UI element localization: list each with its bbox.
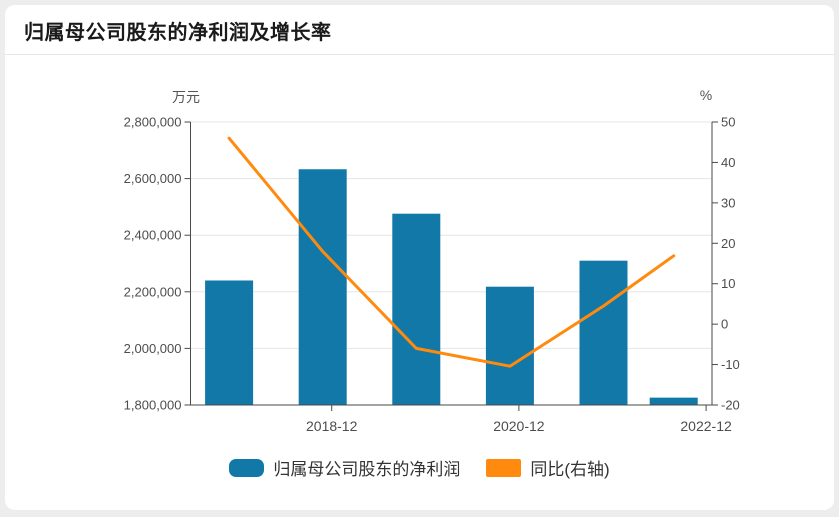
legend-label-net-profit: 归属母公司股东的净利润	[273, 460, 461, 479]
legend-item-net-profit[interactable]: 归属母公司股东的净利润	[229, 455, 460, 480]
y-axis-right-tick-label: 0	[721, 317, 728, 332]
x-axis-tick-label: 2022-12	[680, 418, 732, 434]
y-axis-right-tick-label: 20	[721, 236, 735, 251]
y-axis-right-tick-label: 40	[721, 155, 735, 170]
page-title: 归属母公司股东的净利润及增长率	[24, 22, 332, 44]
y-axis-left-tick-label: 2,000,000	[124, 341, 182, 356]
y-axis-right-tick-label: -10	[721, 357, 740, 372]
yoy-growth-line[interactable]	[227, 136, 676, 368]
net-profit-bar[interactable]	[205, 280, 254, 405]
right-axis-unit-label: %	[699, 87, 713, 103]
chart-card: 归属母公司股东的净利润及增长率 万元 % 2,800,000 2,600,000 2…	[5, 5, 834, 510]
net-profit-bar[interactable]	[392, 213, 441, 405]
x-axis-tick-label: 2018-12	[306, 418, 358, 434]
net-profit-bar[interactable]	[485, 286, 534, 405]
chart-legend: 归属母公司股东的净利润 同比(右轴)	[5, 455, 834, 480]
line-series-swatch-icon	[486, 458, 522, 477]
chart-plot-area: 2,800,000 2,600,000 2,400,000 2,200,000 2,00…	[124, 115, 740, 435]
y-axis-left-tick-label: 2,800,000	[124, 115, 182, 130]
y-axis-left-tick-label: 1,800,000	[124, 398, 182, 413]
y-axis-right-tick-label: 50	[721, 115, 735, 130]
y-axis-left-tick-label: 2,600,000	[124, 171, 182, 186]
y-axis-left-tick-label: 2,200,000	[124, 284, 182, 299]
y-axis-left-tick-label: 2,400,000	[124, 228, 182, 243]
bar-series-swatch-icon	[229, 458, 265, 477]
net-profit-bar[interactable]	[649, 397, 698, 405]
left-axis-unit-label: 万元	[172, 89, 200, 105]
title-divider	[5, 54, 834, 55]
x-axis-tick-label: 2020-12	[493, 418, 545, 434]
y-axis-right-tick-label: -20	[721, 398, 740, 413]
legend-label-yoy-growth: 同比(右轴)	[530, 460, 610, 479]
y-axis-right-tick-label: 30	[721, 195, 735, 210]
bar-series	[205, 169, 698, 405]
y-axis-right-tick-label: 10	[721, 276, 735, 291]
legend-item-yoy-growth[interactable]: 同比(右轴)	[486, 455, 610, 480]
net-profit-bar[interactable]	[298, 169, 347, 405]
net-profit-bar[interactable]	[579, 260, 628, 405]
